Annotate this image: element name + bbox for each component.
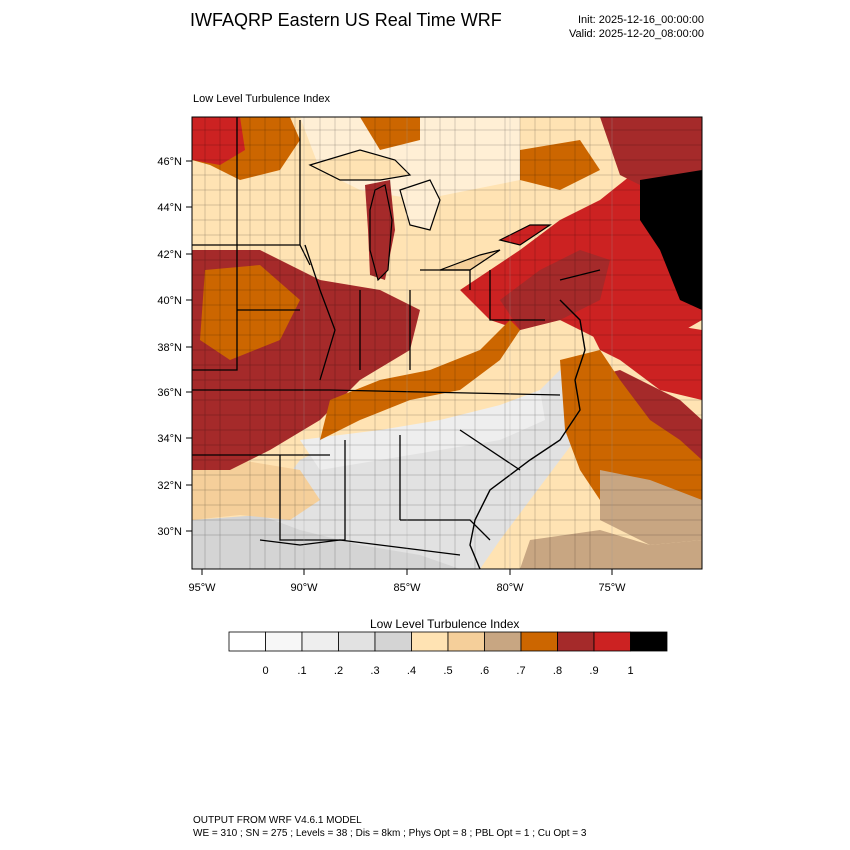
map-subtitle: Low Level Turbulence Index <box>193 93 330 105</box>
colorbar-swatch <box>484 631 522 652</box>
colorbar-tick-label: .4 <box>407 665 416 677</box>
colorbar-tick-label: .5 <box>443 665 452 677</box>
colorbar-tick-label: .1 <box>297 665 306 677</box>
colorbar-title: Low Level Turbulence Index <box>370 617 520 631</box>
lat-label: 32°N <box>157 480 182 492</box>
lat-label: 42°N <box>157 249 182 261</box>
map-field <box>192 117 702 569</box>
colorbar-swatch <box>411 631 449 652</box>
lat-label: 34°N <box>157 433 182 445</box>
colorbar-tick-label: .2 <box>334 665 343 677</box>
lat-label: 38°N <box>157 342 182 354</box>
colorbar-tick-label: .7 <box>516 665 525 677</box>
colorbar-swatch <box>301 631 339 652</box>
footer-model-line: OUTPUT FROM WRF V4.6.1 MODEL <box>193 815 362 826</box>
colorbar <box>228 631 668 652</box>
init-time: Init: 2025-12-16_00:00:00 <box>578 14 704 26</box>
colorbar-swatch <box>557 631 595 652</box>
lon-label: 80°W <box>496 582 524 594</box>
colorbar-tick-label: .9 <box>589 665 598 677</box>
colorbar-swatch <box>374 631 412 652</box>
lat-label: 36°N <box>157 387 182 399</box>
colorbar-swatch <box>265 631 303 652</box>
colorbar-tick-label: 1 <box>627 665 633 677</box>
colorbar-tick-label: .6 <box>480 665 489 677</box>
colorbar-swatch <box>228 631 266 652</box>
lat-label: 46°N <box>157 156 182 168</box>
colorbar-swatch <box>338 631 376 652</box>
colorbar-swatch <box>520 631 558 652</box>
page-title: IWFAQRP Eastern US Real Time WRF <box>190 10 502 30</box>
colorbar-tick-label: .8 <box>553 665 562 677</box>
valid-time: Valid: 2025-12-20_08:00:00 <box>569 28 704 40</box>
colorbar-swatch <box>447 631 485 652</box>
colorbar-tick-label: .3 <box>370 665 379 677</box>
lat-label: 40°N <box>157 295 182 307</box>
colorbar-tick-label: 0 <box>262 665 268 677</box>
lon-label: 85°W <box>393 582 421 594</box>
lat-label: 30°N <box>157 526 182 538</box>
map-frame <box>191 116 703 570</box>
colorbar-swatch <box>630 631 668 652</box>
colorbar-swatch <box>593 631 631 652</box>
lat-label: 44°N <box>157 202 182 214</box>
colorbar-tick-labels: 0 .1 .2 .3 .4 .5 .6 .7 .8 .9 1 <box>262 665 633 677</box>
footer-config-line: WE = 310 ; SN = 275 ; Levels = 38 ; Dis … <box>193 828 587 839</box>
lon-label: 95°W <box>188 582 216 594</box>
lon-label: 90°W <box>290 582 318 594</box>
lon-label: 75°W <box>598 582 626 594</box>
